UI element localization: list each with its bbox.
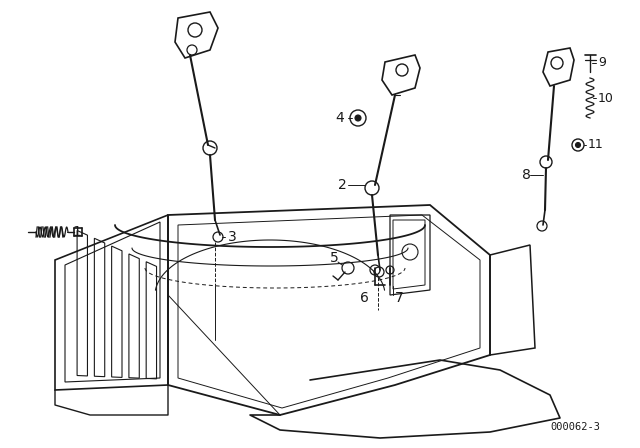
Text: 000062-3: 000062-3 xyxy=(550,422,600,432)
Text: 10: 10 xyxy=(598,91,614,104)
Text: 9: 9 xyxy=(598,56,606,69)
Circle shape xyxy=(575,142,580,147)
Text: 6: 6 xyxy=(360,291,369,305)
Text: 7: 7 xyxy=(395,291,404,305)
Text: 3: 3 xyxy=(228,230,237,244)
Text: 2: 2 xyxy=(338,178,347,192)
Circle shape xyxy=(355,115,361,121)
Text: 1: 1 xyxy=(72,225,81,239)
Text: 8: 8 xyxy=(522,168,531,182)
Text: 11: 11 xyxy=(588,138,604,151)
Text: 4: 4 xyxy=(335,111,344,125)
Text: 5: 5 xyxy=(330,251,339,265)
